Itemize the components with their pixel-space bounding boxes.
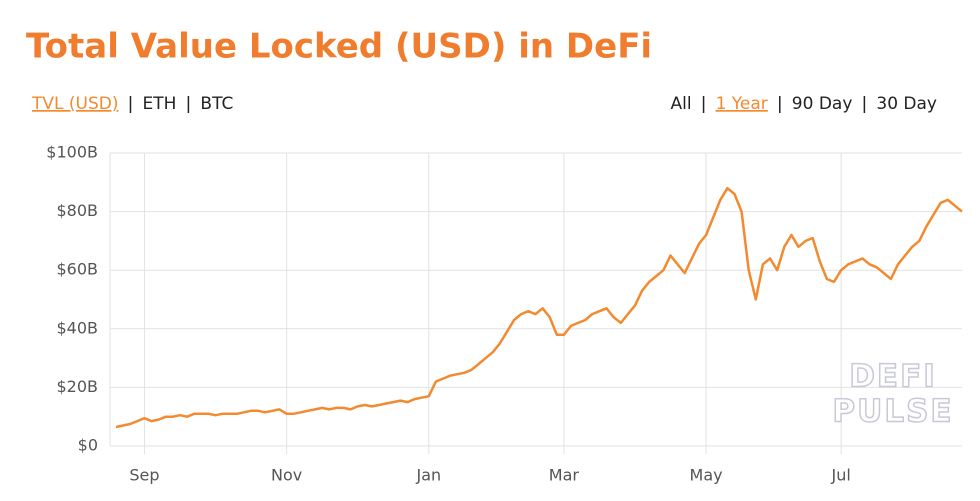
metric-tabs: TVL (USD) ETH BTC — [31, 94, 233, 114]
y-tick-label: $80B — [56, 201, 98, 220]
y-tick-label: $20B — [56, 377, 98, 396]
line — [115, 186, 963, 429]
y-tick-label: $100B — [46, 143, 98, 162]
y-tick-label: $40B — [56, 318, 98, 337]
x-tick-label: Jul — [830, 466, 850, 485]
watermark-text: PULSE — [832, 394, 953, 430]
x-tick-label: May — [690, 466, 723, 485]
x-tick-label: Nov — [271, 466, 302, 485]
tab[interactable]: BTC — [200, 94, 233, 114]
tab[interactable]: 90 Day — [792, 94, 853, 114]
x-tick-label: Sep — [129, 466, 159, 485]
tab[interactable]: All — [670, 94, 691, 114]
tab[interactable]: 1 Year — [716, 94, 768, 114]
tab[interactable]: TVL (USD) — [31, 94, 118, 114]
tab[interactable]: ETH — [142, 94, 176, 114]
plot — [115, 186, 963, 429]
y-tick-label: $60B — [56, 260, 98, 279]
watermark-text: DEFI — [849, 359, 937, 395]
range-tabs: All 1 Year 90 Day 30 Day — [670, 94, 937, 114]
x-tick-label: Jan — [415, 466, 441, 485]
y-tick-label: $0 — [78, 436, 98, 455]
chart-title: Total Value Locked (USD) in DeFi — [26, 27, 652, 67]
x-tick-label: Mar — [549, 466, 580, 485]
grid: $0 $20B $40B $60B $80B $100B Sep Nov Jan Mar May Ju… — [46, 143, 962, 485]
tab[interactable]: 30 Day — [876, 94, 937, 114]
